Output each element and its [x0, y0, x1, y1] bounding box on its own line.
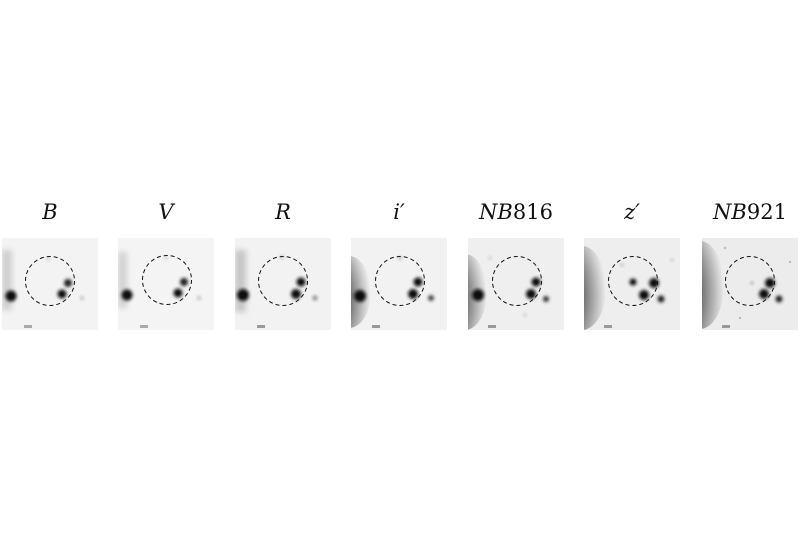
band-label-b: B — [42, 200, 58, 224]
cutout-nb921 — [702, 238, 798, 330]
band-label-v: V — [158, 200, 174, 224]
band-label-r: R — [275, 200, 291, 224]
cutout-v — [118, 238, 214, 330]
band-label-i: i′ — [393, 200, 405, 224]
band-label-z: z′ — [624, 200, 640, 224]
cutout-z — [584, 238, 680, 330]
band-label-nb816: NB816 — [479, 200, 553, 224]
cutout-r — [235, 238, 331, 330]
band-label-nb921: NB921 — [713, 200, 787, 224]
cutout-b — [2, 238, 98, 330]
cutout-nb816 — [468, 238, 564, 330]
cutout-i — [351, 238, 447, 330]
